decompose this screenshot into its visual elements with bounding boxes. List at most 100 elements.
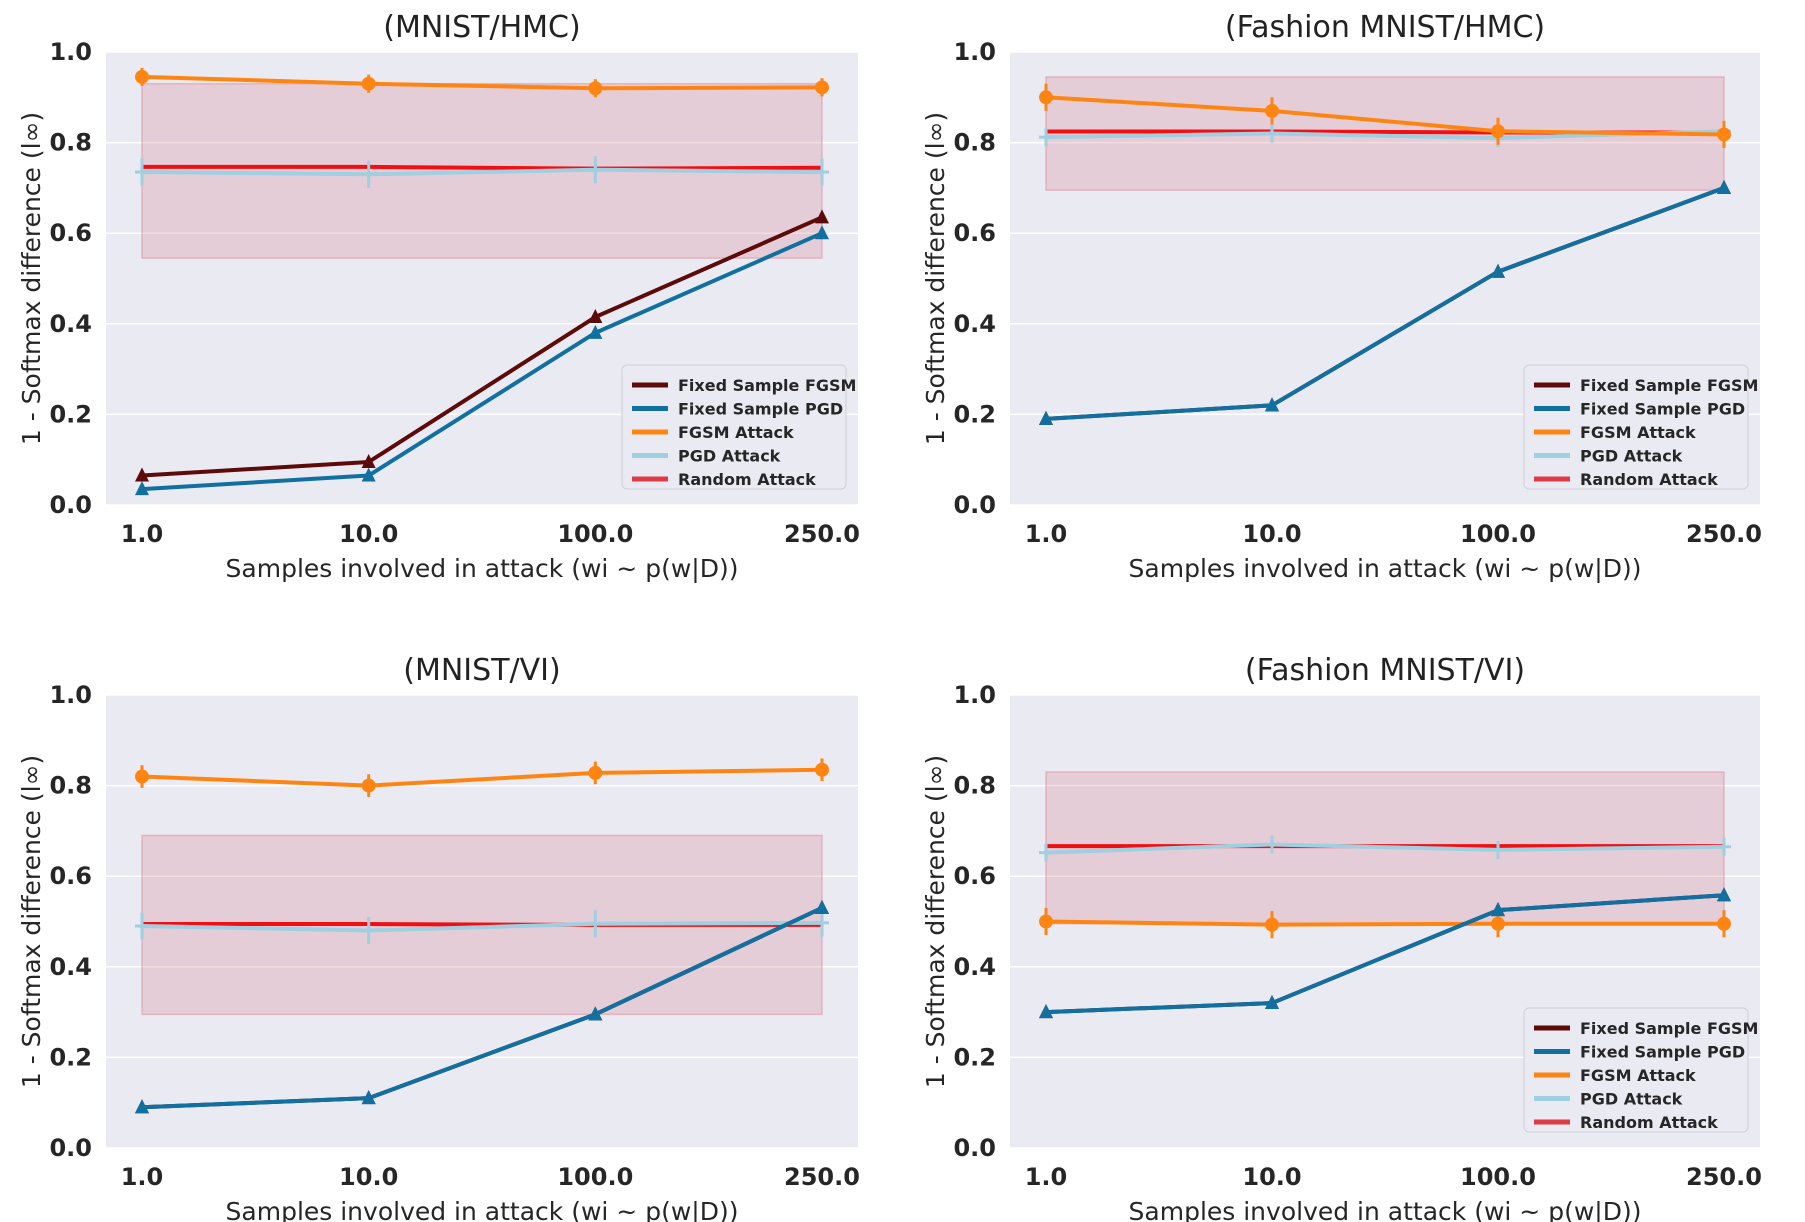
data-point [135, 481, 149, 496]
data-point [588, 765, 603, 780]
data-point [815, 209, 829, 224]
series-line [141, 215, 823, 478]
data-point [135, 69, 149, 84]
y-axis-label: 1 - Softmax difference (l∞) [921, 112, 950, 445]
legend-box [621, 364, 847, 490]
y-tick-label: 0.8 [953, 772, 996, 800]
series-line [1045, 842, 1725, 855]
x-tick-label: 1.0 [121, 520, 164, 548]
y-axis-label: 1 - Softmax difference (l∞) [17, 755, 46, 1088]
series-line [1045, 95, 1725, 137]
y-tick-label: 0.8 [953, 129, 996, 157]
y-tick-label: 0.2 [953, 1043, 996, 1071]
panel-title: (MNIST/VI) [403, 653, 560, 688]
data-point [135, 769, 149, 784]
y-tick-label: 0.2 [49, 400, 92, 428]
chart-panel: 0.0 0.2 0.4 0.6 0.8 1.0 1.0 10.0 100.0 250.0 (MNIS… [17, 10, 860, 583]
legend: Fixed Sample FGSM Fixed Sample PGD FGSM At… [1523, 1007, 1758, 1133]
data-point [1265, 917, 1279, 932]
data-point [588, 1006, 603, 1021]
data-point [1039, 1004, 1053, 1019]
legend-label: FGSM Attack [1580, 423, 1696, 442]
data-point [588, 324, 603, 339]
legend: Fixed Sample FGSM Fixed Sample PGD FGSM At… [1523, 364, 1758, 490]
y-tick-label: 0.0 [49, 1134, 92, 1162]
panel-title: (Fashion MNIST/HMC) [1225, 10, 1545, 45]
data-point [815, 80, 829, 95]
chart-panel: 0.0 0.2 0.4 0.6 0.8 1.0 1.0 10.0 100.0 250.0 (MNIS… [17, 653, 860, 1222]
legend-label: Fixed Sample PGD [1580, 400, 1745, 419]
data-point [815, 762, 829, 777]
data-point [588, 81, 603, 96]
data-point [361, 778, 376, 793]
legend-label: Fixed Sample PGD [1580, 1043, 1745, 1062]
y-axis-label: 1 - Softmax difference (l∞) [17, 112, 46, 445]
y-axis-label: 1 - Softmax difference (l∞) [921, 755, 950, 1088]
y-tick-label: 1.0 [49, 38, 92, 66]
data-point [1491, 902, 1505, 917]
x-axis-label: Samples involved in attack (wi ~ p(w|D)) [226, 554, 739, 583]
series-line [1045, 919, 1724, 927]
legend-label: FGSM Attack [678, 423, 794, 442]
x-tick-label: 250.0 [1686, 1163, 1762, 1191]
data-point [1717, 179, 1731, 194]
data-point [1039, 410, 1053, 425]
y-tick-label: 0.4 [953, 310, 996, 338]
legend-label: PGD Attack [1580, 1090, 1683, 1109]
chart-panel: 0.0 0.2 0.4 0.6 0.8 1.0 1.0 10.0 100.0 250.0 (Fash… [921, 653, 1762, 1222]
x-tick-label: 10.0 [1242, 520, 1301, 548]
x-tick-label: 250.0 [1686, 520, 1762, 548]
data-point [1491, 263, 1505, 278]
y-tick-label: 0.0 [49, 491, 92, 519]
y-tick-label: 0.0 [953, 491, 996, 519]
y-tick-label: 0.6 [49, 862, 92, 890]
x-tick-label: 1.0 [1025, 1163, 1068, 1191]
chart-panel: 0.0 0.2 0.4 0.6 0.8 1.0 1.0 10.0 100.0 250.0 (Fash… [921, 10, 1762, 583]
x-axis-label: Samples involved in attack (wi ~ p(w|D)) [1129, 1197, 1642, 1222]
legend-label: PGD Attack [1580, 447, 1683, 466]
x-tick-label: 1.0 [121, 1163, 164, 1191]
x-tick-label: 100.0 [557, 1163, 633, 1191]
panel-title: (Fashion MNIST/VI) [1245, 653, 1525, 688]
y-tick-label: 1.0 [49, 681, 92, 709]
data-point [361, 1090, 376, 1105]
x-tick-label: 10.0 [339, 520, 398, 548]
legend-label: Random Attack [1580, 470, 1718, 489]
data-point [1039, 914, 1053, 929]
x-axis-label: Samples involved in attack (wi ~ p(w|D)) [226, 1197, 739, 1222]
series-line [1045, 186, 1725, 421]
y-tick-label: 0.6 [953, 219, 996, 247]
legend-box [1523, 364, 1749, 490]
series-line [141, 167, 823, 177]
x-axis-label: Samples involved in attack (wi ~ p(w|D)) [1129, 554, 1642, 583]
data-point [135, 467, 149, 482]
y-tick-label: 0.8 [49, 129, 92, 157]
legend-label: Random Attack [678, 470, 816, 489]
legend-box [1523, 1007, 1749, 1133]
data-point [815, 225, 829, 240]
series-line [141, 920, 823, 933]
x-tick-label: 250.0 [784, 520, 860, 548]
series-line [141, 767, 823, 788]
x-tick-label: 10.0 [339, 1163, 398, 1191]
y-tick-label: 1.0 [953, 38, 996, 66]
x-tick-label: 250.0 [784, 1163, 860, 1191]
y-tick-label: 1.0 [953, 681, 996, 709]
data-point [361, 453, 376, 468]
legend-label: Fixed Sample FGSM [1580, 1019, 1758, 1038]
legend: Fixed Sample FGSM Fixed Sample PGD FGSM At… [621, 364, 856, 490]
data-point [1491, 916, 1505, 931]
series-line [141, 74, 823, 91]
data-point [1717, 887, 1731, 902]
x-tick-label: 100.0 [557, 520, 633, 548]
data-point [588, 309, 603, 324]
data-point [1717, 127, 1731, 142]
y-tick-label: 0.2 [953, 400, 996, 428]
data-point [1491, 124, 1505, 139]
data-point [1265, 995, 1279, 1010]
x-tick-label: 10.0 [1242, 1163, 1301, 1191]
data-point [1265, 397, 1279, 412]
y-tick-label: 0.8 [49, 772, 92, 800]
series-line [141, 231, 823, 492]
